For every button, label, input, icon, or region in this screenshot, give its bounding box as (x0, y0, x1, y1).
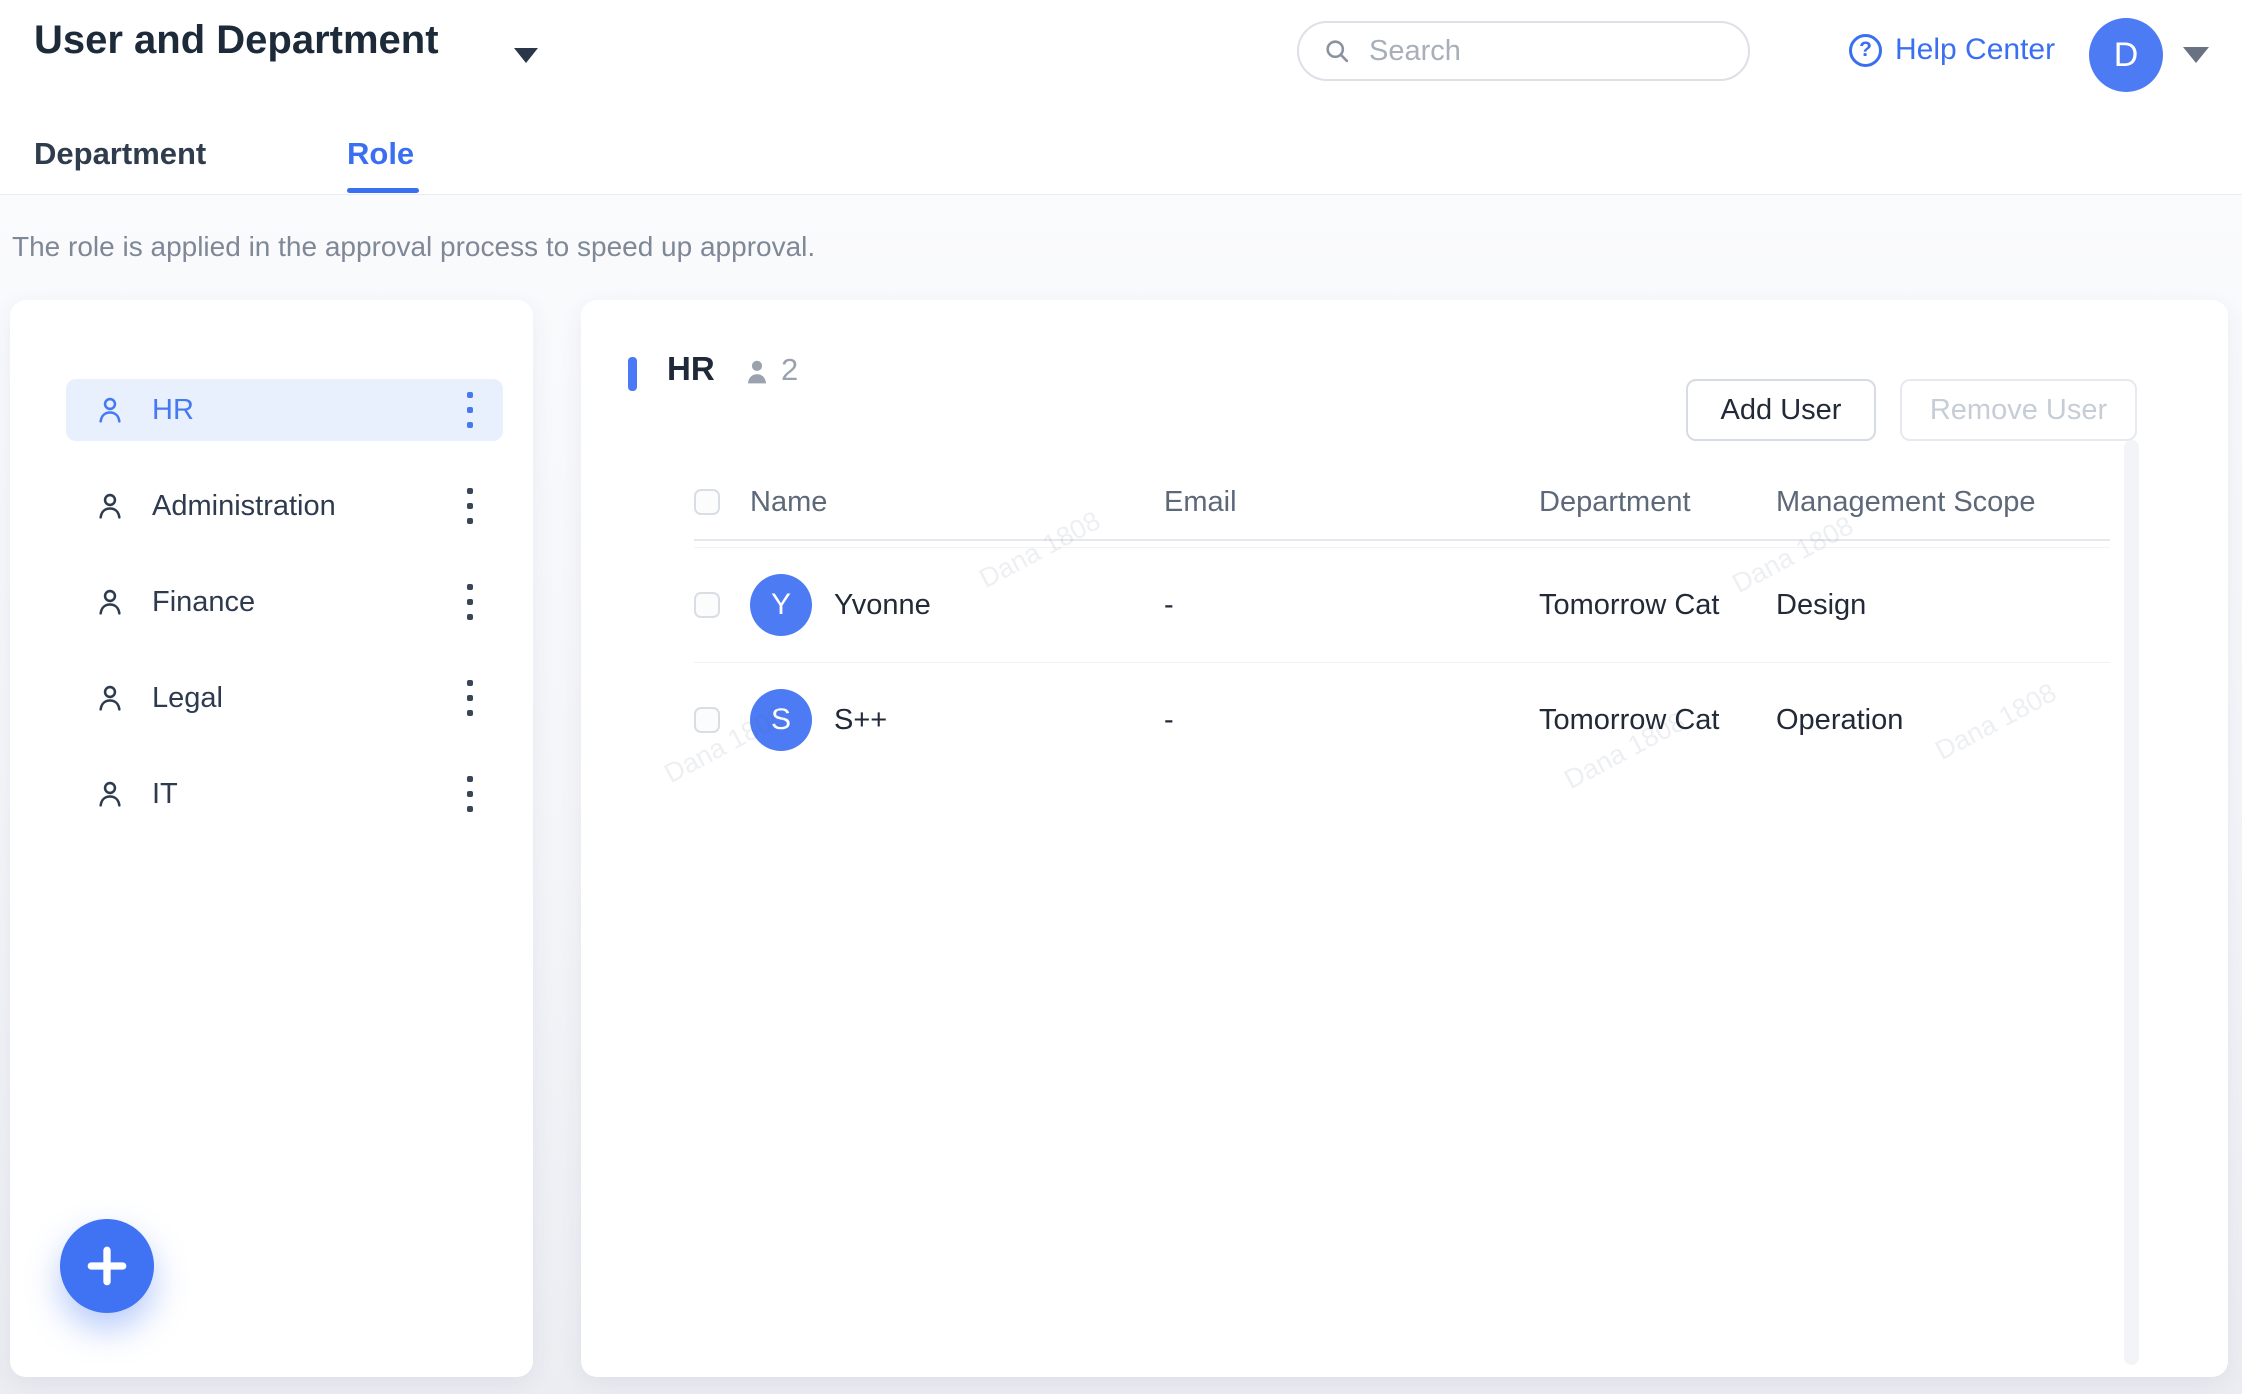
help-center-link[interactable]: ? Help Center (1849, 33, 2055, 67)
sidebar-item-finance[interactable]: Finance (66, 571, 503, 633)
table-row[interactable]: S S++ - Tomorrow Cat Operation (694, 663, 2110, 777)
help-question-icon: ? (1849, 33, 1882, 67)
kebab-menu-icon[interactable] (463, 674, 477, 722)
person-icon (99, 685, 121, 711)
column-header-department: Department (1539, 485, 1691, 518)
members-table: Name Email Department Management Scope Y… (694, 465, 2110, 777)
role-name: HR (667, 350, 715, 387)
search-box[interactable] (1297, 21, 1750, 81)
member-count: 2 (781, 352, 799, 387)
table-row[interactable]: Y Yvonne - Tomorrow Cat Design (694, 548, 2110, 663)
kebab-menu-icon[interactable] (463, 770, 477, 818)
sidebar-item-administration[interactable]: Administration (66, 475, 503, 537)
user-avatar: S (750, 689, 812, 751)
tab-department[interactable]: Department (34, 136, 207, 171)
person-icon (99, 589, 121, 615)
tab-role[interactable]: Role (347, 136, 415, 171)
sidebar-item-hr[interactable]: HR (66, 379, 503, 441)
user-avatar: Y (750, 574, 812, 636)
column-header-scope: Management Scope (1776, 485, 2036, 518)
sidebar-item-it[interactable]: IT (66, 763, 503, 825)
kebab-menu-icon[interactable] (463, 386, 477, 434)
top-bar: User and Department ? Help Center D Depa… (0, 0, 2242, 195)
user-scope: Operation (1776, 703, 1904, 736)
kebab-menu-icon[interactable] (463, 578, 477, 626)
table-header-row: Name Email Department Management Scope (694, 465, 2110, 539)
search-icon (1326, 40, 1349, 63)
person-icon (99, 781, 121, 807)
column-header-name: Name (750, 485, 828, 518)
row-checkbox[interactable] (694, 592, 720, 618)
person-icon (99, 493, 121, 519)
role-list-panel: HR Administration Finance (10, 300, 533, 1377)
add-user-button[interactable]: Add User (1686, 379, 1876, 441)
sidebar-item-label: Legal (152, 681, 223, 714)
sidebar-item-label: Finance (152, 585, 256, 618)
sidebar-item-label: IT (152, 777, 178, 810)
user-name: S++ (834, 703, 888, 736)
user-name: Yvonne (834, 588, 931, 621)
page-title: User and Department (34, 18, 439, 62)
sidebar-item-label: Administration (152, 489, 336, 522)
header-separator (694, 539, 2110, 548)
remove-user-button[interactable]: Remove User (1900, 379, 2137, 441)
content-area: The role is applied in the approval proc… (0, 195, 2242, 1394)
user-department: Tomorrow Cat (1539, 588, 1720, 621)
active-tab-underline (347, 188, 419, 193)
kebab-menu-icon[interactable] (463, 482, 477, 530)
user-email: - (1164, 703, 1174, 736)
role-accent-bar (628, 357, 637, 391)
help-center-label: Help Center (1895, 33, 2056, 66)
user-email: - (1164, 588, 1174, 621)
sidebar-item-legal[interactable]: Legal (66, 667, 503, 729)
user-department: Tomorrow Cat (1539, 703, 1720, 736)
sidebar-item-label: HR (152, 393, 194, 426)
person-icon (99, 397, 121, 423)
column-header-email: Email (1164, 485, 1237, 518)
role-detail-panel: HR 2 Add User Remove User Dana 1808 Dana… (581, 300, 2228, 1377)
select-all-checkbox[interactable] (694, 489, 720, 515)
search-input[interactable] (1367, 33, 1724, 69)
role-description: The role is applied in the approval proc… (12, 231, 816, 262)
row-checkbox[interactable] (694, 707, 720, 733)
user-scope: Design (1776, 588, 1867, 621)
member-count-icon (747, 360, 767, 384)
add-role-button[interactable] (60, 1219, 154, 1313)
avatar-dropdown-caret-icon[interactable] (2183, 47, 2209, 63)
title-dropdown-caret-icon[interactable] (514, 48, 538, 63)
scrollbar-track[interactable] (2124, 440, 2139, 1365)
avatar[interactable]: D (2089, 18, 2163, 92)
plus-icon (87, 1246, 127, 1286)
